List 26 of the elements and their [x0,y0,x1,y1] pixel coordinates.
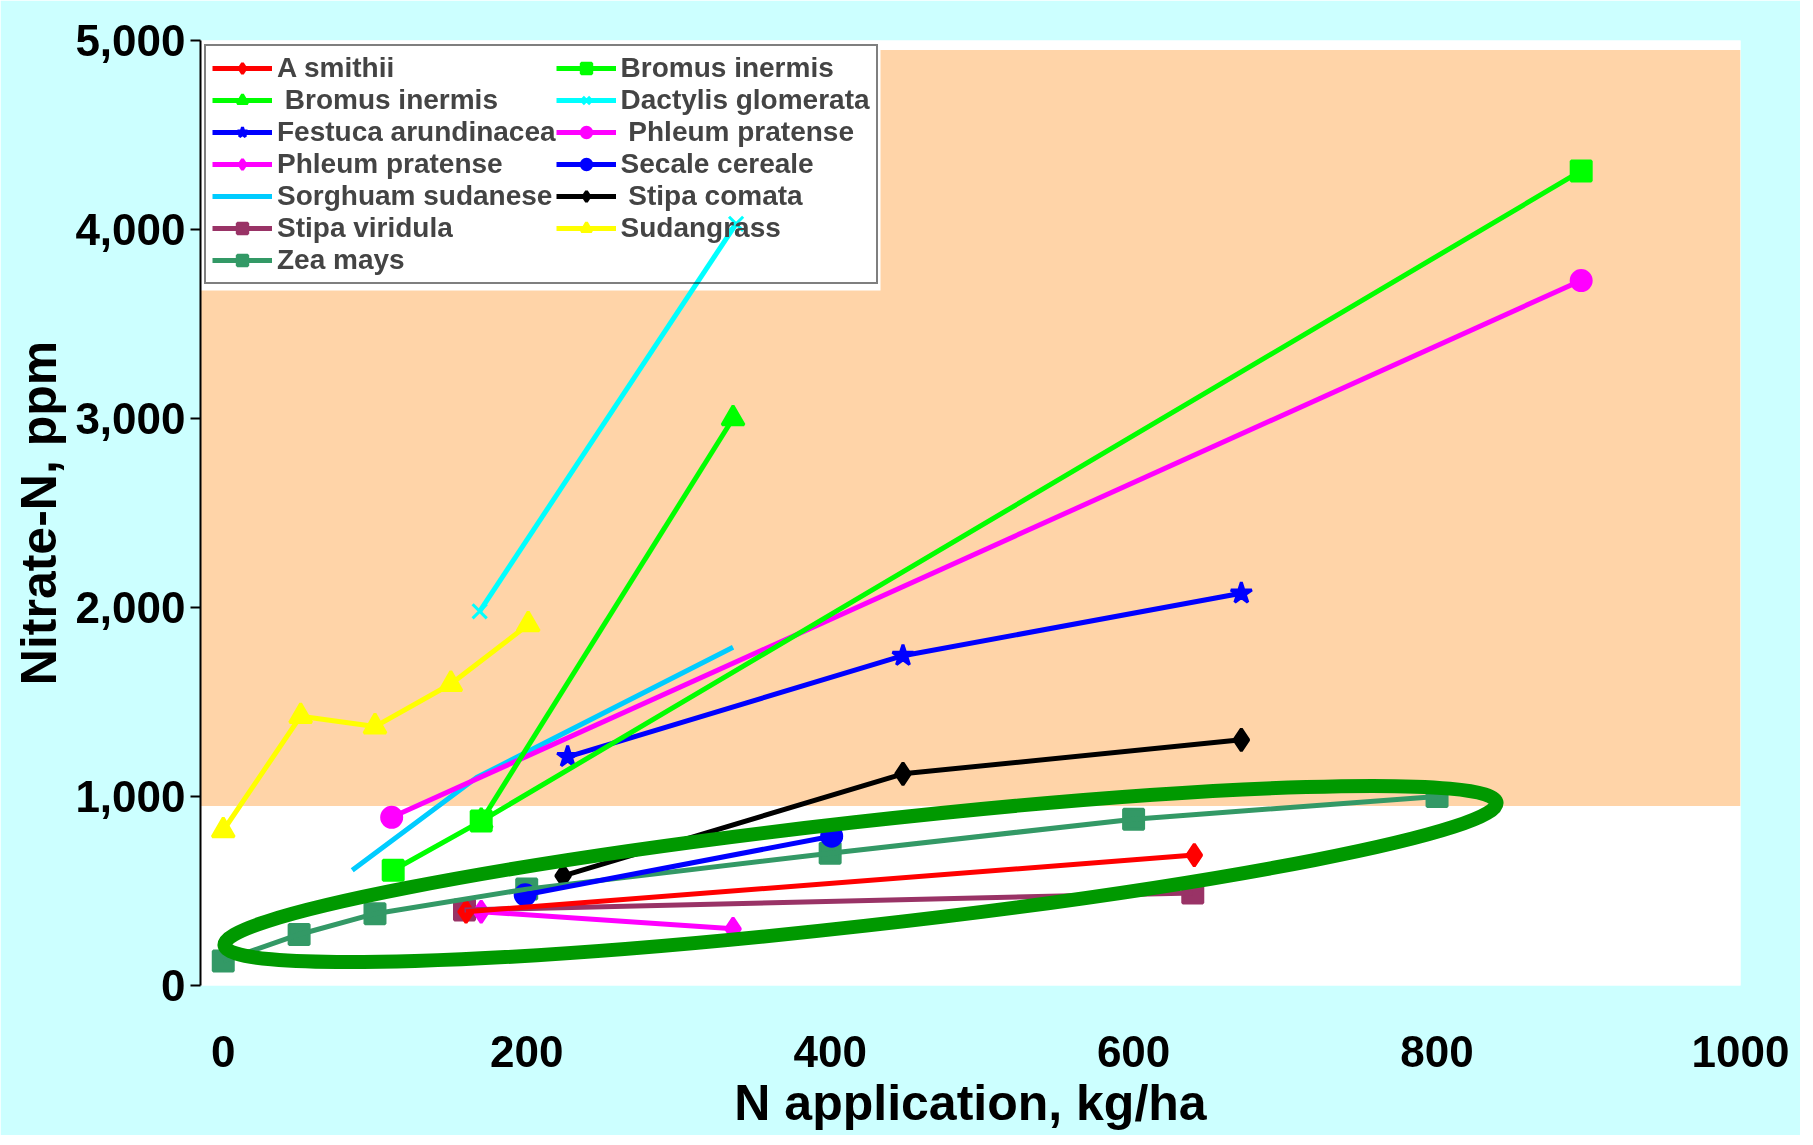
legend-label: Secale cereale [620,148,814,180]
y-tick-label: 2,000 [75,583,186,632]
x-tick-label: 0 [211,1026,236,1076]
y-axis-title: Nitrate-N, ppm [11,340,68,686]
y-tick-label: 3,000 [75,394,186,443]
y-tick-label: 4,000 [75,205,186,254]
legend-label: Sorghuam sudanese [277,180,553,212]
legend-label: A smithii [277,52,395,84]
y-tick-label: 0 [161,961,186,1010]
y-tick-label: 1,000 [75,772,186,821]
x-tick-label: 200 [490,1026,564,1076]
legend-label: Phleum pratense [627,116,854,148]
legend-label: Stipa viridula [277,212,453,244]
y-tick-label: 5,000 [75,16,186,65]
legend-label: Stipa comata [627,180,803,212]
x-tick-label: 800 [1400,1026,1474,1076]
legend-label: Zea mays [277,244,405,276]
legend-label: Bromus inermis [620,52,834,84]
legend-label: Festuca arundinacea [277,116,556,148]
legend-label: Dactylis glomerata [620,84,870,116]
legend-label: Phleum pratense [277,148,503,180]
x-tick-label: 400 [793,1026,867,1076]
legend-label: Bromus inermis [283,84,498,116]
x-tick-label: 600 [1096,1026,1171,1076]
x-axis-title: N application, kg/ha [734,1074,1208,1131]
x-tick-label: 1000 [1691,1026,1790,1076]
